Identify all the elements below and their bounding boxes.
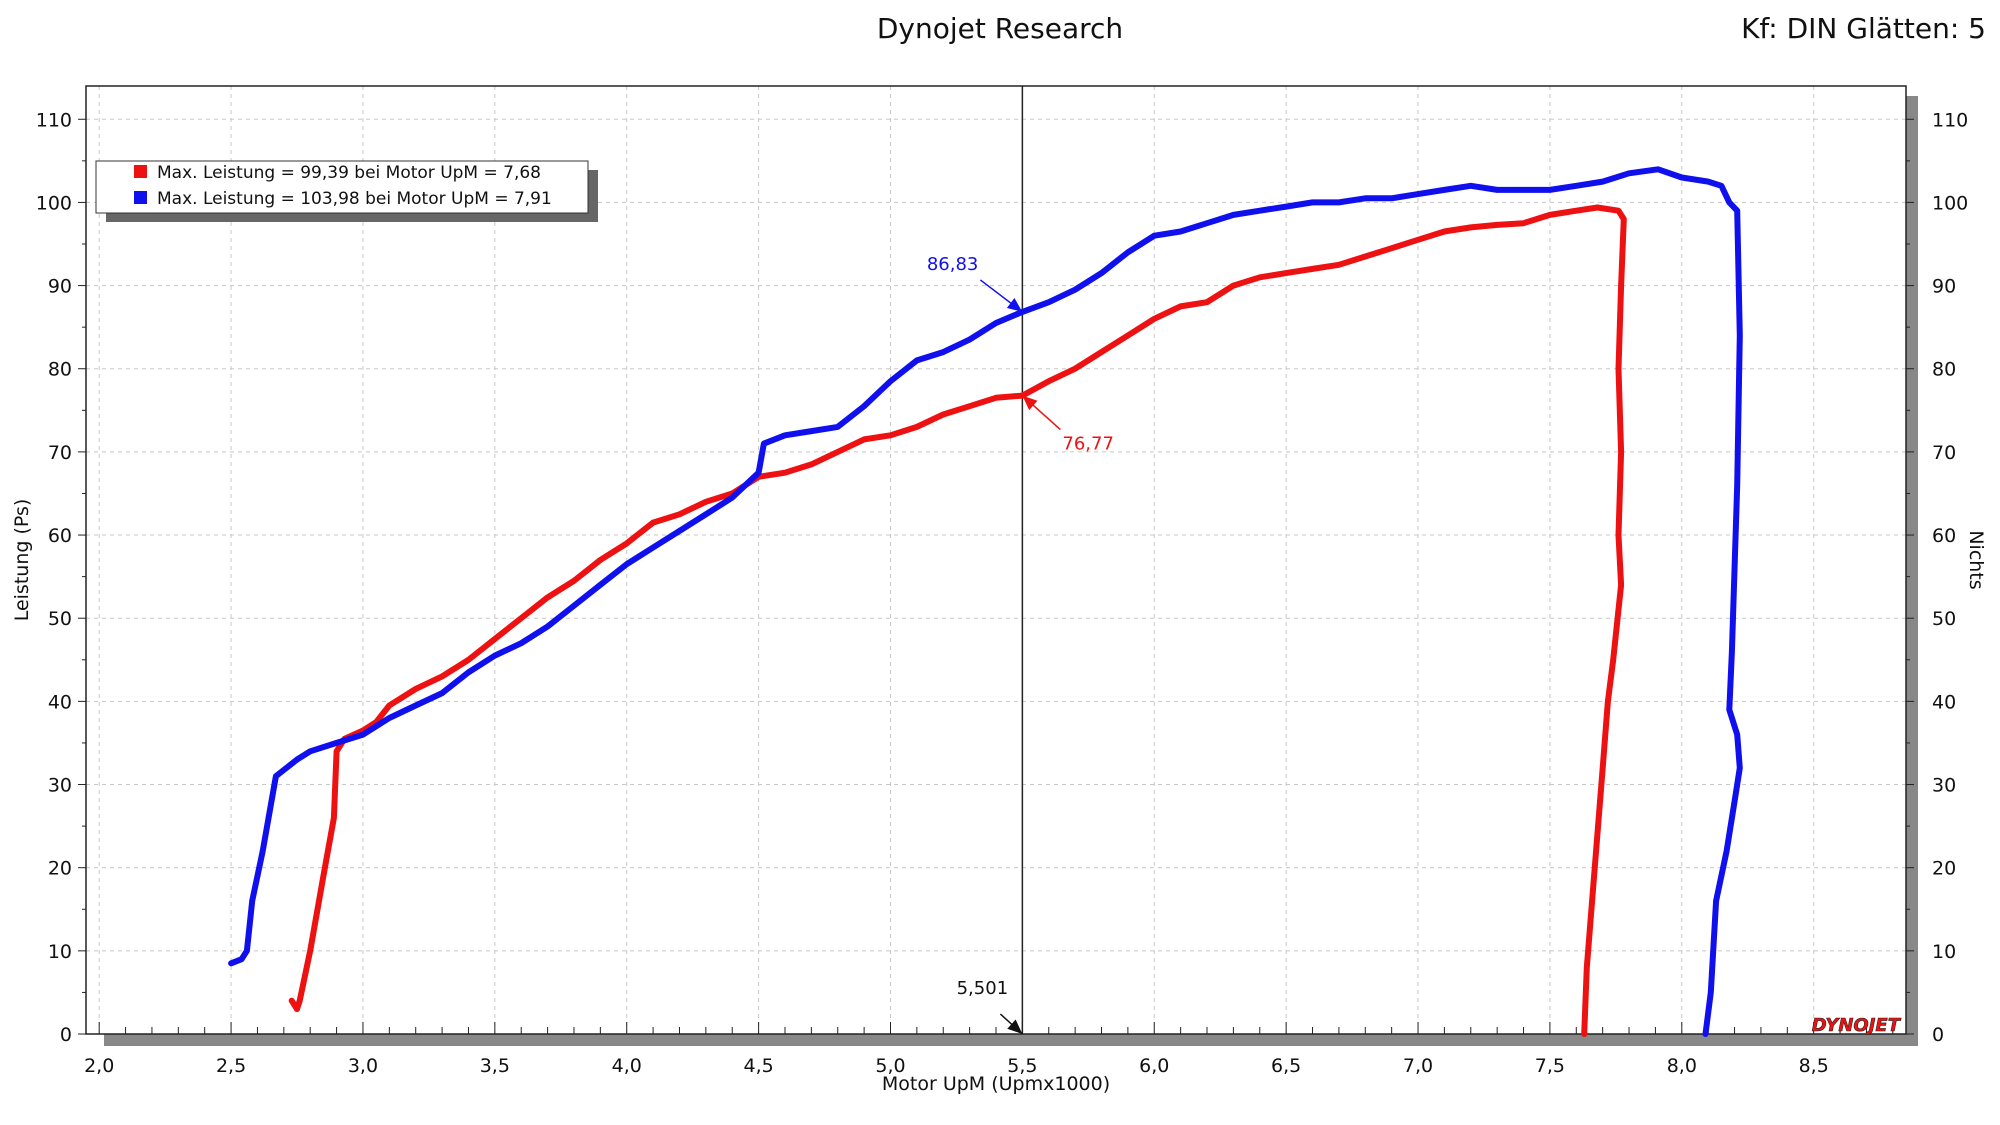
x-axis-label: Motor UpM (Upmx1000) [882, 1073, 1110, 1095]
x-tick-label: 4,5 [743, 1055, 773, 1077]
y2-tick-label: 50 [1932, 608, 1956, 630]
annotations: 86,83 76,77 5,501 [927, 254, 1114, 1035]
legend: Max. Leistung = 99,39 bei Motor UpM = 7,… [95, 160, 598, 222]
y2-tick-label: 100 [1932, 192, 1968, 214]
chart-title: Dynojet Research [876, 12, 1124, 45]
y-axis-label: Leistung (Ps) [11, 499, 33, 622]
y-tick-label: 110 [36, 109, 72, 131]
y-tick-label: 70 [48, 442, 72, 464]
y-tick-label: 10 [48, 941, 72, 963]
y-tick-label: 90 [48, 276, 72, 298]
legend-entry-red: Max. Leistung = 99,39 bei Motor UpM = 7,… [157, 163, 541, 183]
y-tick-label: 80 [48, 359, 72, 381]
x-tick-label: 3,0 [348, 1055, 378, 1077]
y2-tick-label: 20 [1932, 858, 1956, 880]
y-tick-label: 100 [36, 192, 72, 214]
y2-tick-label: 110 [1932, 109, 1968, 131]
x-tick-label: 8,0 [1667, 1055, 1697, 1077]
cursor-arrow-head [1007, 1019, 1023, 1034]
legend-box [95, 160, 589, 214]
series-line-blue [228, 166, 1743, 1037]
x-tick-label: 7,5 [1535, 1055, 1565, 1077]
grid-lines [86, 86, 1906, 1034]
y-tick-label: 60 [48, 525, 72, 547]
y-tick-label: 40 [48, 691, 72, 713]
legend-swatch-red [134, 165, 147, 178]
x-tick-label: 5,0 [875, 1055, 905, 1077]
x-axis-bar [104, 1034, 1918, 1046]
x-tick-label: 5,5 [1007, 1055, 1037, 1077]
series-line-red [288, 204, 1627, 1037]
y2-axis-bar [1906, 96, 1918, 1046]
y-tick-label: 50 [48, 608, 72, 630]
y2-tick-label: 0 [1932, 1024, 1944, 1046]
axis-ticks: 2,0 2,5 3,0 3,5 4,0 4,5 5,0 5,5 6,0 6,5 7,0 7,5 8,0 8… [36, 109, 1969, 1077]
y-tick-label: 20 [48, 858, 72, 880]
series-group [228, 166, 1743, 1037]
dynojet-logo: DYNOJET [1812, 1015, 1902, 1036]
x-tick-label: 8,5 [1799, 1055, 1829, 1077]
y-tick-label: 30 [48, 775, 72, 797]
x-tick-label: 4,0 [612, 1055, 642, 1077]
y2-axis-label: Nichts [1965, 530, 1987, 589]
x-tick-label: 2,5 [216, 1055, 246, 1077]
plot-frame [85, 85, 1907, 1035]
annotation-label-red: 76,77 [1062, 434, 1114, 455]
x-tick-label: 3,5 [480, 1055, 510, 1077]
annotation-arrow-blue-head [1006, 298, 1023, 312]
correction-factor-label: Kf: DIN Glätten: 5 [1741, 12, 1986, 45]
x-tick-label: 6,5 [1271, 1055, 1301, 1077]
legend-entry-blue: Max. Leistung = 103,98 bei Motor UpM = 7… [157, 189, 552, 209]
x-tick-label: 7,0 [1403, 1055, 1433, 1077]
y2-tick-label: 60 [1932, 525, 1956, 547]
legend-swatch-blue [134, 191, 147, 204]
annotation-arrow-red-head [1022, 395, 1038, 411]
y2-tick-label: 90 [1932, 276, 1956, 298]
y-tick-label: 0 [60, 1024, 72, 1046]
x-tick-label: 2,0 [84, 1055, 114, 1077]
y2-tick-label: 80 [1932, 359, 1956, 381]
y2-tick-label: 40 [1932, 691, 1956, 713]
y2-tick-label: 70 [1932, 442, 1956, 464]
y2-tick-label: 30 [1932, 775, 1956, 797]
x-tick-label: 6,0 [1139, 1055, 1169, 1077]
y2-tick-label: 10 [1932, 941, 1956, 963]
cursor-x-label: 5,501 [957, 978, 1009, 999]
annotation-label-blue: 86,83 [927, 254, 979, 275]
